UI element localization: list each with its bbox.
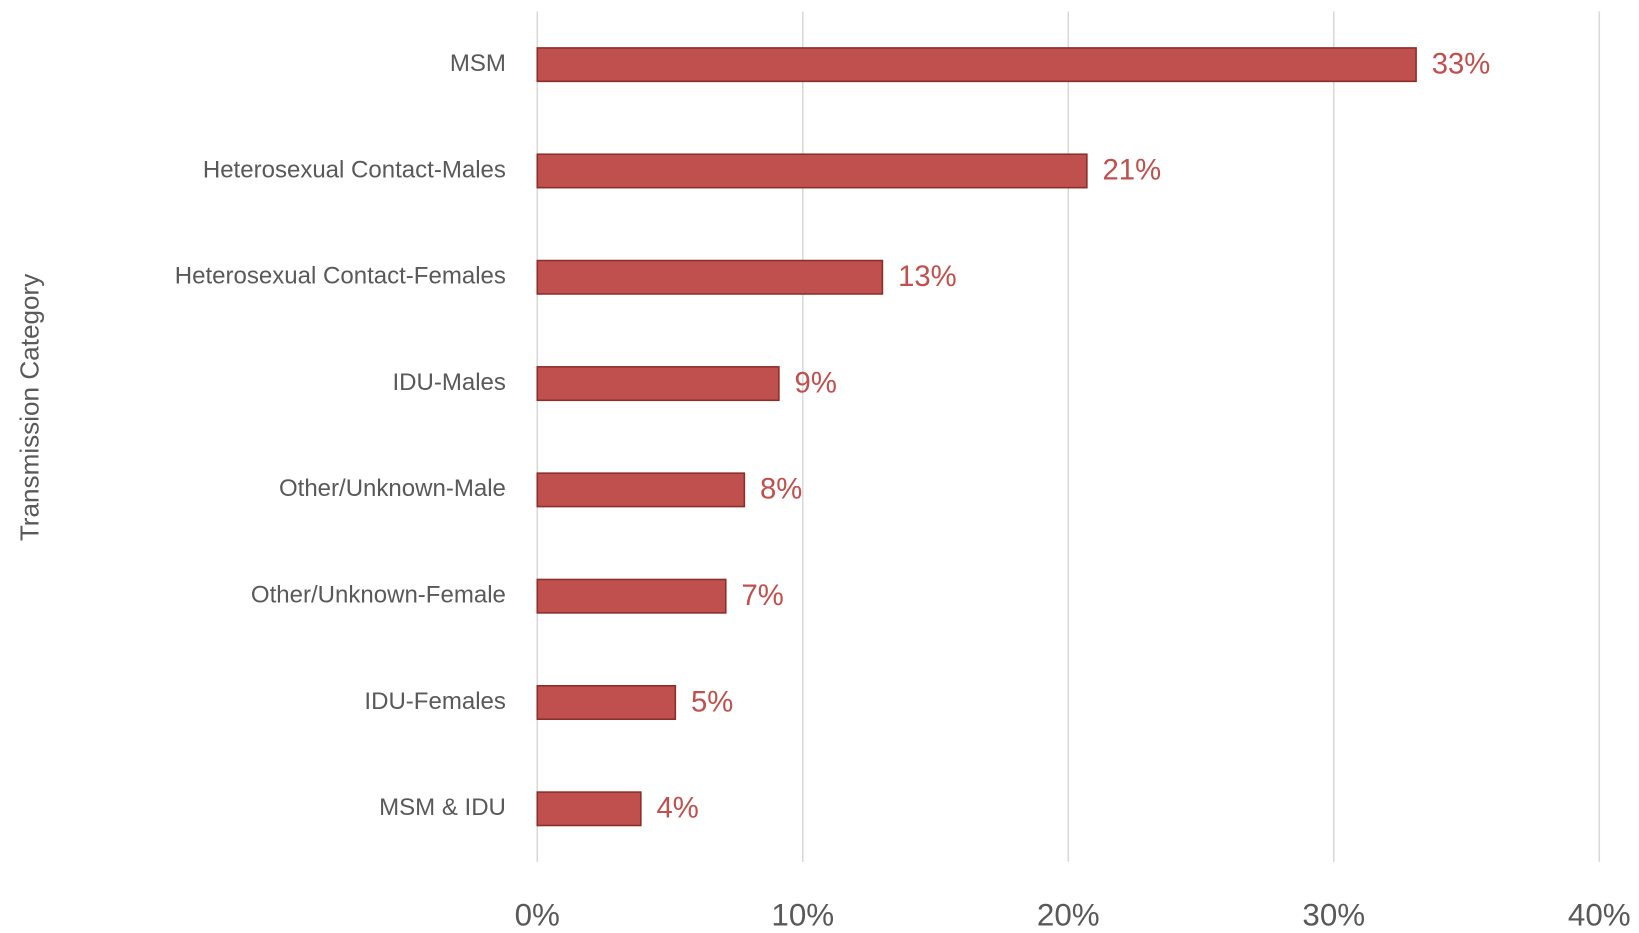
data-label: 7% bbox=[741, 580, 783, 612]
y-tick-label: Other/Unknown-Male bbox=[279, 475, 506, 502]
data-label: 9% bbox=[795, 367, 837, 399]
bar bbox=[536, 578, 727, 614]
x-tick-label: 40% bbox=[1568, 898, 1631, 933]
bar bbox=[536, 791, 642, 827]
y-tick-label: IDU-Males bbox=[392, 369, 505, 396]
data-label: 5% bbox=[691, 686, 733, 718]
data-label: 13% bbox=[898, 261, 957, 293]
y-tick-label: MSM bbox=[450, 50, 506, 77]
bar bbox=[536, 47, 1417, 83]
x-tick-label: 0% bbox=[515, 898, 560, 933]
y-tick-label: Other/Unknown-Female bbox=[251, 582, 506, 609]
x-tick-label: 10% bbox=[771, 898, 834, 933]
x-tick-label: 20% bbox=[1037, 898, 1100, 933]
data-label: 4% bbox=[656, 793, 698, 825]
bar bbox=[536, 153, 1088, 189]
y-tick-label: Heterosexual Contact-Males bbox=[203, 156, 506, 183]
bar bbox=[536, 366, 780, 402]
bar bbox=[536, 259, 884, 295]
y-tick-label: MSM & IDU bbox=[379, 794, 506, 821]
data-label: 33% bbox=[1432, 48, 1491, 80]
data-label: 8% bbox=[760, 474, 802, 506]
data-label: 21% bbox=[1103, 155, 1162, 187]
y-tick-label: Heterosexual Contact-Females bbox=[175, 263, 506, 290]
y-axis-title: Transmission Category bbox=[14, 274, 44, 541]
y-tick-label: IDU-Females bbox=[364, 688, 505, 715]
x-tick-label: 30% bbox=[1302, 898, 1365, 933]
bar bbox=[536, 684, 677, 720]
bar bbox=[536, 472, 746, 508]
